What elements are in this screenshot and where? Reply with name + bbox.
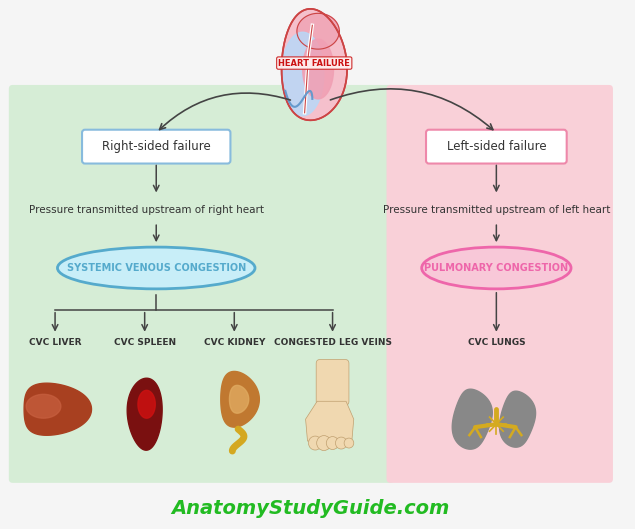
Circle shape: [344, 438, 354, 448]
Text: CVC LIVER: CVC LIVER: [29, 338, 81, 346]
Polygon shape: [281, 32, 324, 116]
Polygon shape: [500, 391, 535, 447]
Circle shape: [335, 437, 347, 449]
Polygon shape: [138, 390, 156, 418]
Text: CVC LUNGS: CVC LUNGS: [467, 338, 525, 346]
Text: Right-sided failure: Right-sided failure: [102, 140, 211, 153]
Text: CONGESTED LEG VEINS: CONGESTED LEG VEINS: [274, 338, 392, 346]
Polygon shape: [127, 378, 162, 450]
Circle shape: [326, 436, 339, 450]
Polygon shape: [452, 389, 492, 449]
Polygon shape: [24, 383, 91, 435]
FancyBboxPatch shape: [9, 85, 394, 483]
Polygon shape: [281, 9, 347, 120]
Text: Left-sided failure: Left-sided failure: [446, 140, 546, 153]
Polygon shape: [297, 13, 339, 49]
Text: Pressure transmitted upstream of right heart: Pressure transmitted upstream of right h…: [29, 205, 264, 215]
FancyBboxPatch shape: [387, 85, 613, 483]
Text: CVC SPLEEN: CVC SPLEEN: [114, 338, 176, 346]
Polygon shape: [26, 394, 61, 418]
Text: AnatomyStudyGuide.com: AnatomyStudyGuide.com: [171, 499, 450, 518]
Text: CVC KIDNEY: CVC KIDNEY: [204, 338, 265, 346]
FancyBboxPatch shape: [426, 130, 566, 163]
Polygon shape: [221, 371, 259, 427]
FancyBboxPatch shape: [82, 130, 231, 163]
Polygon shape: [303, 39, 333, 99]
Ellipse shape: [422, 247, 571, 289]
Polygon shape: [229, 385, 249, 413]
Text: HEART FAILURE: HEART FAILURE: [278, 59, 350, 68]
Text: SYSTEMIC VENOUS CONGESTION: SYSTEMIC VENOUS CONGESTION: [67, 263, 246, 273]
Polygon shape: [305, 402, 354, 441]
Text: Pressure transmitted upstream of left heart: Pressure transmitted upstream of left he…: [383, 205, 610, 215]
Circle shape: [317, 435, 331, 451]
Circle shape: [309, 436, 322, 450]
FancyBboxPatch shape: [316, 360, 349, 405]
Ellipse shape: [58, 247, 255, 289]
Text: PULMONARY CONGESTION: PULMONARY CONGESTION: [424, 263, 568, 273]
